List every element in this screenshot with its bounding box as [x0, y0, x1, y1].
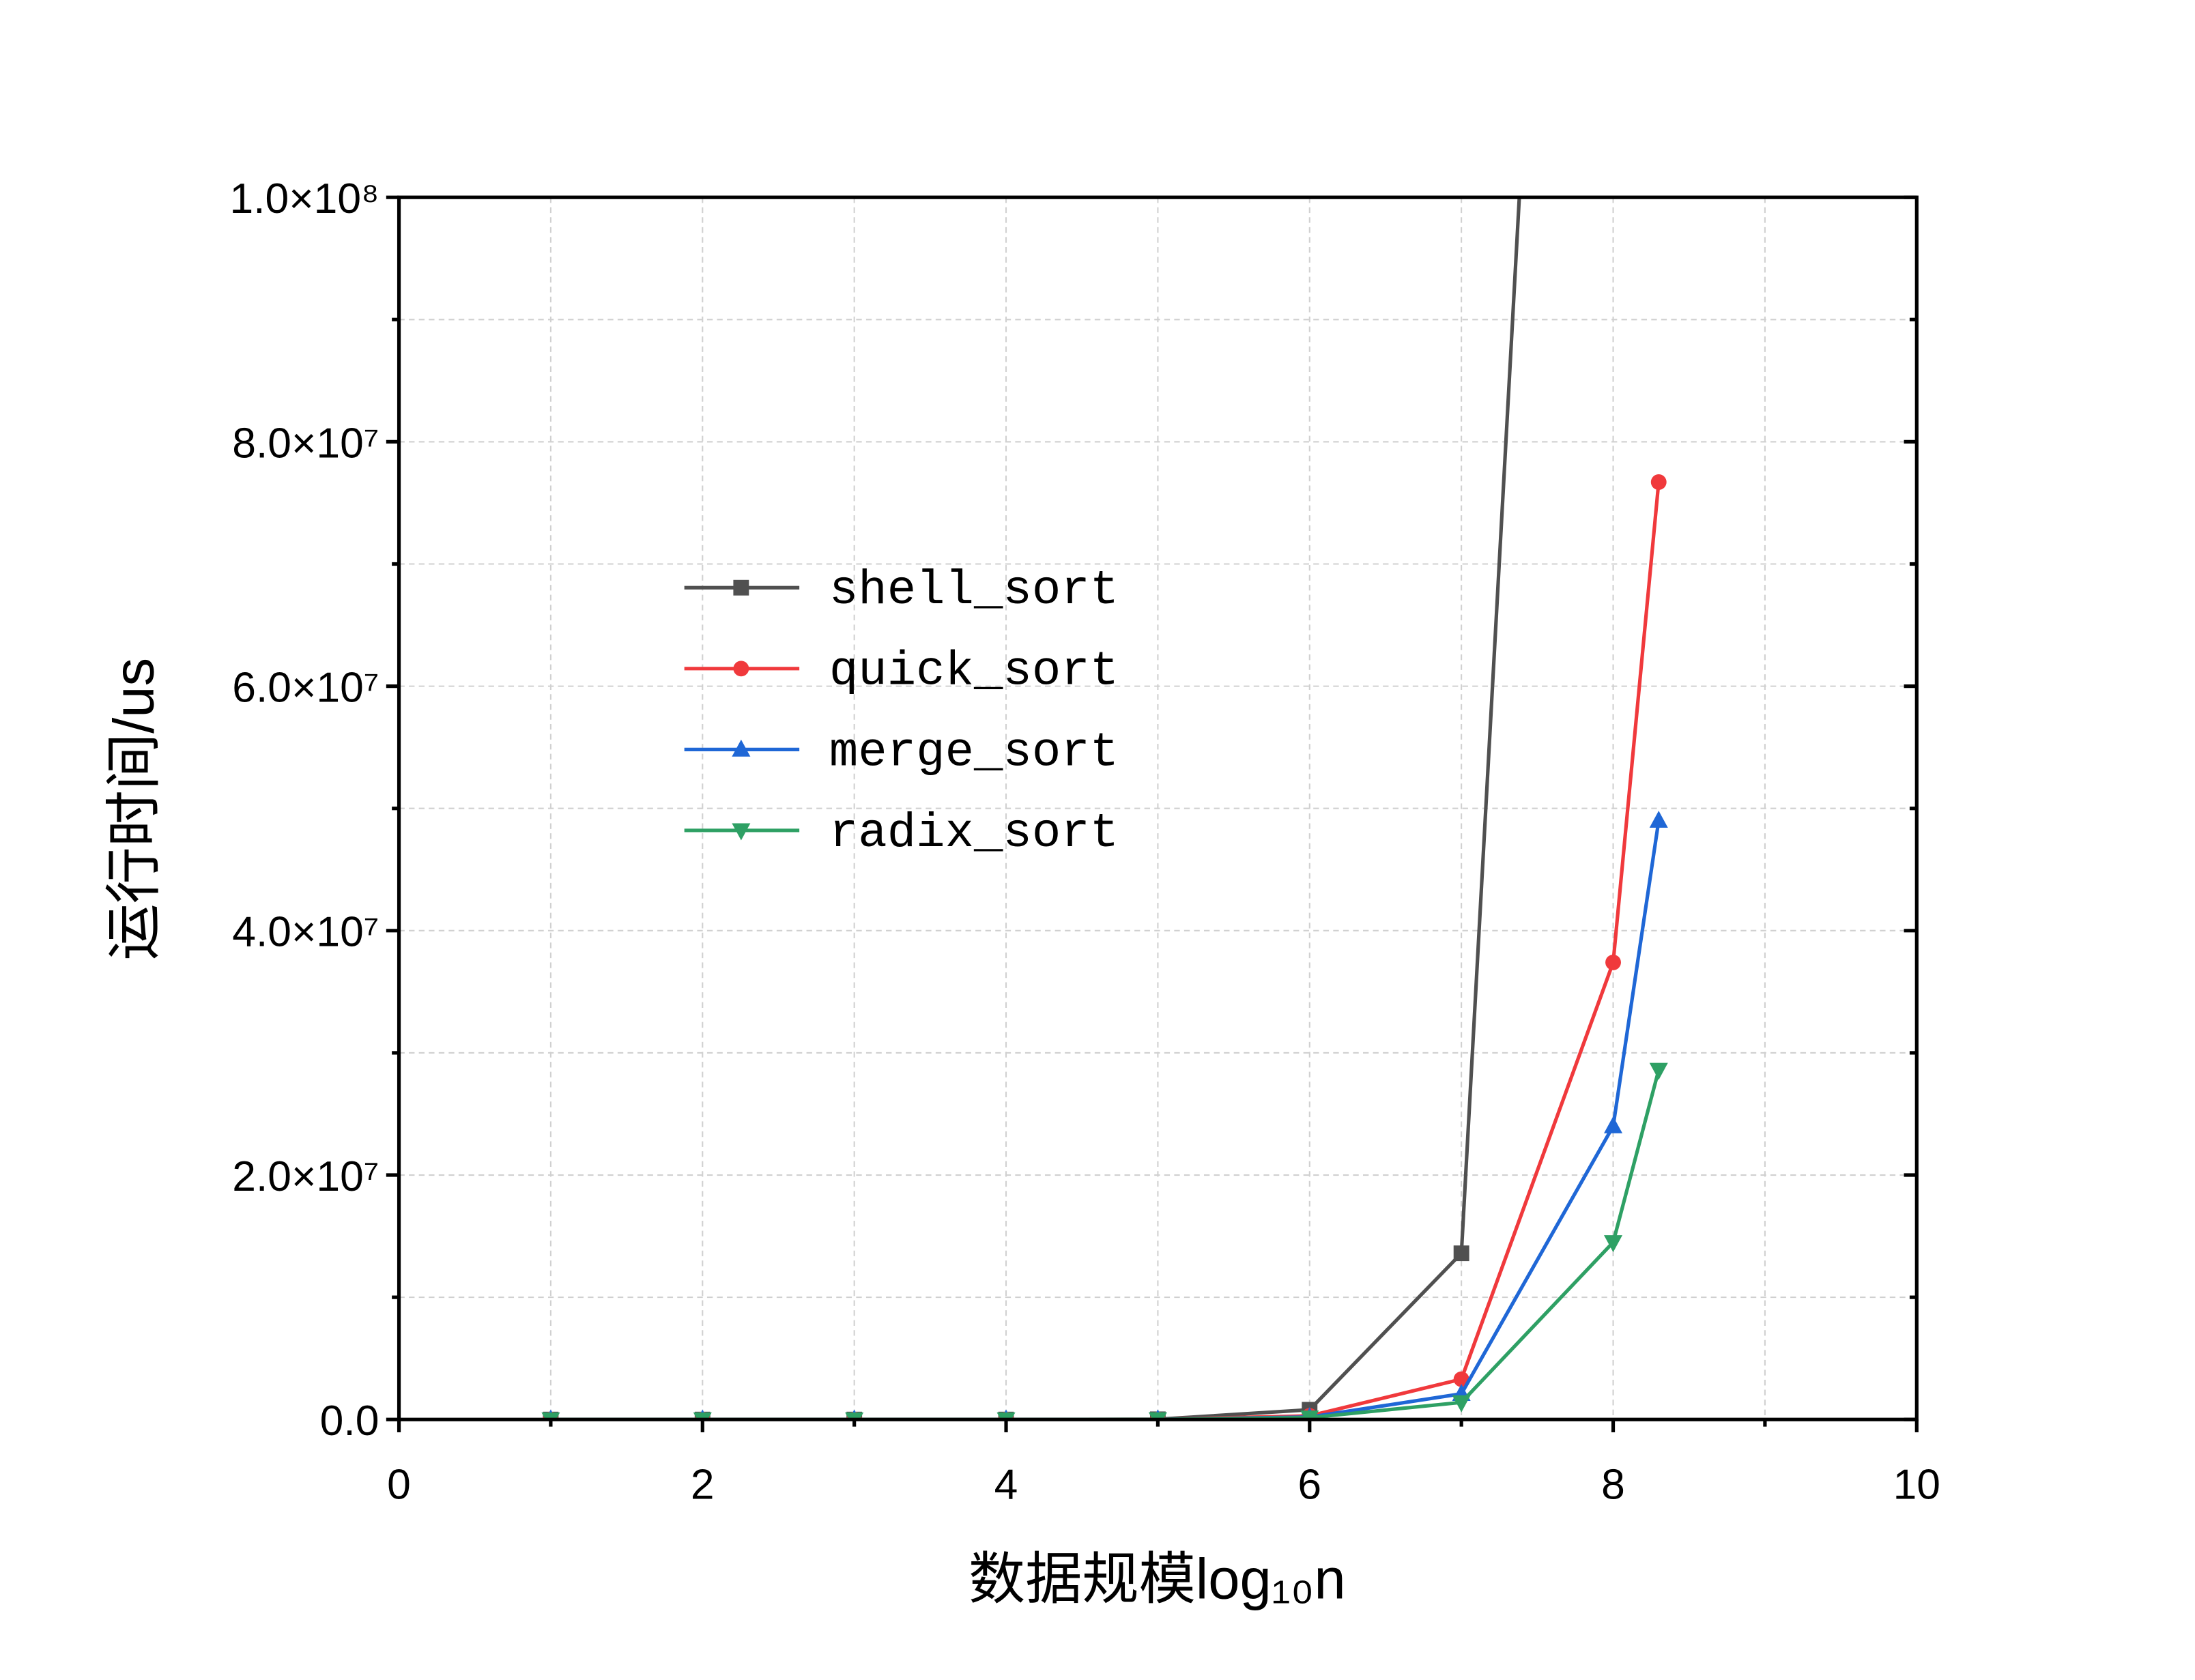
marker: [733, 579, 749, 596]
y-tick-label: 8.0×10⁷: [232, 420, 379, 467]
legend-label: merge_sort: [829, 725, 1119, 780]
marker: [1649, 811, 1668, 828]
y-axis-label: 运行时间/us: [102, 658, 166, 961]
marker: [733, 661, 749, 677]
marker: [732, 823, 751, 841]
marker: [1453, 1245, 1469, 1262]
x-tick-label: 4: [994, 1462, 1018, 1509]
x-axis-label: 数据规模log₁₀n: [969, 1547, 1346, 1610]
y-tick-label: 2.0×10⁷: [232, 1153, 379, 1200]
marker: [732, 739, 751, 757]
y-tick-label: 0.0: [320, 1397, 379, 1445]
x-tick-label: 6: [1297, 1462, 1321, 1509]
marker: [1604, 1116, 1623, 1133]
y-tick-label: 1.0×10⁸: [230, 175, 379, 222]
marker: [1605, 954, 1621, 970]
grid: [398, 197, 1918, 1421]
legend-label: radix_sort: [829, 807, 1119, 861]
marker: [1452, 1395, 1471, 1413]
x-tick-label: 8: [1601, 1462, 1625, 1509]
marker: [1453, 1371, 1469, 1387]
axes: 0.0 2.0×10⁷ 4.0×10⁷ 6.0×10⁷ 8.0×10⁷ 1.0×10⁸ 0 2…: [230, 175, 1940, 1509]
marker: [1300, 1410, 1319, 1420]
x-tick-label: 0: [387, 1462, 411, 1509]
y-tick-label: 4.0×10⁷: [232, 909, 379, 956]
y-tick-label: 6.0×10⁷: [232, 664, 379, 711]
legend-label: shell_sort: [829, 564, 1119, 618]
marker: [1604, 1235, 1623, 1253]
legend-label: quick_sort: [829, 645, 1119, 699]
x-tick-label: 10: [1893, 1462, 1940, 1509]
marker: [1650, 474, 1667, 490]
x-tick-label: 2: [691, 1462, 715, 1509]
marker: [1649, 1062, 1668, 1080]
marker: [1148, 1412, 1167, 1420]
legend: shell_sort quick_sort merge_sort radix_sort: [684, 564, 1119, 861]
